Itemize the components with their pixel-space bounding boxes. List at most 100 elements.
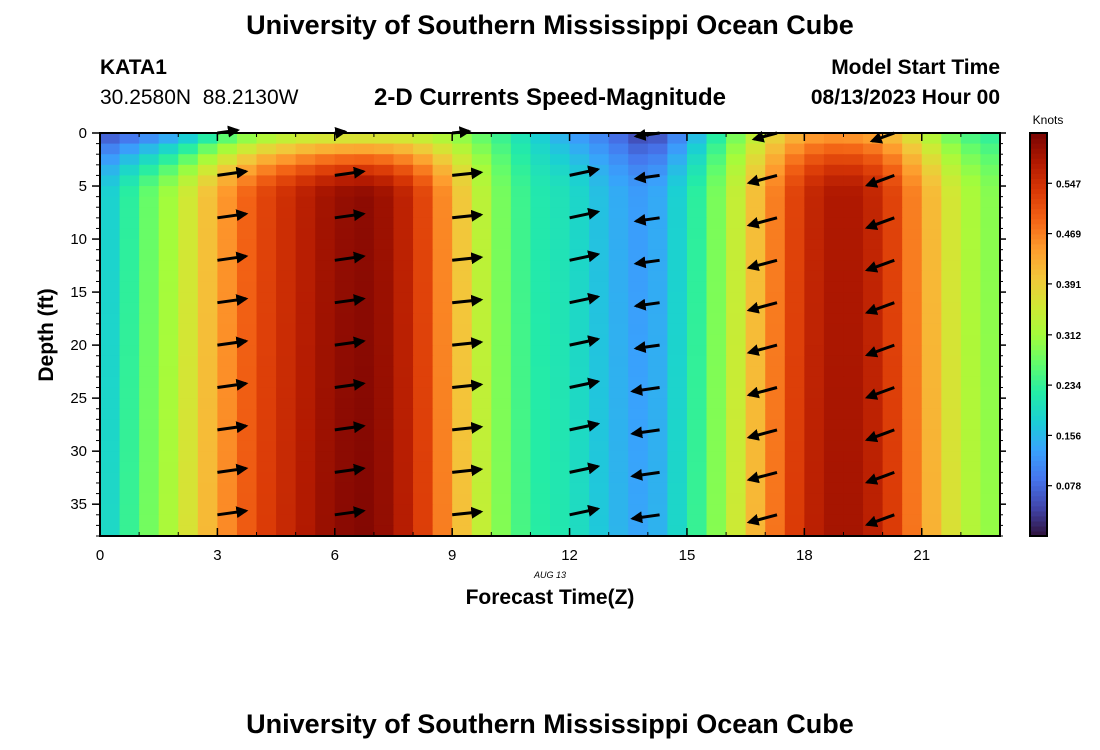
- heatmap-cell: [686, 239, 708, 251]
- heatmap-cell: [178, 164, 199, 177]
- heatmap-cell: [550, 345, 571, 357]
- heatmap-cell: [413, 451, 434, 463]
- heatmap-cell: [530, 323, 551, 336]
- heatmap-cell: [178, 143, 199, 155]
- heatmap-cell: [393, 408, 414, 420]
- heatmap-cell: [706, 196, 727, 208]
- heatmap-cell: [158, 472, 179, 484]
- heatmap-cell: [765, 419, 786, 431]
- heatmap-cell: [530, 419, 551, 431]
- heatmap-cell: [276, 440, 297, 452]
- heatmap-cell: [236, 228, 258, 240]
- heatmap-cell: [295, 451, 316, 463]
- heatmap-cell: [784, 260, 805, 272]
- heatmap-cell: [823, 461, 845, 473]
- current-vector: [864, 343, 895, 358]
- heatmap-cell: [902, 504, 923, 516]
- heatmap-cell: [647, 472, 668, 484]
- heatmap-cell: [882, 334, 903, 346]
- heatmap-cell: [295, 387, 316, 399]
- heatmap-cell: [256, 387, 277, 399]
- heatmap-cell: [452, 504, 473, 516]
- heatmap-cell: [393, 196, 414, 208]
- heatmap-cell: [902, 239, 923, 251]
- heatmap-cell: [354, 504, 375, 516]
- heatmap-cell: [334, 482, 355, 495]
- heatmap-cell: [236, 249, 258, 261]
- heatmap-cell: [686, 514, 708, 526]
- heatmap-cell: [960, 525, 982, 537]
- heatmap-cell: [902, 175, 923, 187]
- colorbar-segment: [1030, 520, 1047, 527]
- heatmap-cell: [295, 493, 316, 505]
- heatmap-cell: [471, 302, 492, 314]
- heatmap-cell: [530, 398, 551, 410]
- model-start-label: Model Start Time: [831, 56, 1000, 79]
- heatmap-cell: [452, 398, 473, 410]
- heatmap-cell: [628, 451, 649, 463]
- heatmap-cell: [452, 493, 473, 505]
- heatmap-cell: [315, 514, 336, 526]
- heatmap-cell: [941, 355, 962, 367]
- heatmap-cell: [823, 207, 845, 219]
- heatmap-cell: [941, 260, 962, 272]
- heatmap-cell: [706, 270, 727, 283]
- heatmap-cell: [393, 228, 414, 240]
- heatmap-cell: [413, 207, 434, 219]
- heatmap-cell: [902, 186, 923, 198]
- heatmap-cell: [178, 461, 199, 473]
- heatmap-cell: [647, 313, 668, 325]
- heatmap-cell: [256, 376, 277, 389]
- heatmap-cell: [158, 164, 179, 177]
- heatmap-cell: [706, 302, 727, 314]
- heatmap-cell: [765, 408, 786, 420]
- heatmap-cell: [334, 186, 355, 198]
- heatmap-cell: [960, 154, 982, 166]
- heatmap-cell: [980, 482, 1001, 495]
- heatmap-cell: [432, 292, 453, 304]
- current-vector: [452, 209, 484, 222]
- heatmap-cell: [569, 504, 590, 516]
- heatmap-cell: [960, 207, 982, 219]
- heatmap-cell: [256, 313, 277, 325]
- heatmap-cell: [628, 323, 649, 336]
- heatmap-cell: [589, 345, 610, 357]
- heatmap-cell: [921, 451, 942, 463]
- heatmap-cell: [980, 525, 1001, 537]
- heatmap-cell: [393, 249, 414, 261]
- heatmap-cell: [158, 313, 179, 325]
- heatmap-cell: [236, 313, 258, 325]
- heatmap-cell: [452, 345, 473, 357]
- heatmap-cell: [686, 186, 708, 198]
- heatmap-cell: [393, 514, 414, 526]
- heatmap-cell: [960, 345, 982, 357]
- heatmap-cell: [158, 493, 179, 505]
- current-vector: [452, 337, 484, 350]
- colorbar-segment: [1030, 294, 1047, 300]
- heatmap-cell: [647, 355, 668, 367]
- heatmap-cell: [784, 387, 805, 399]
- heatmap-cell: [686, 281, 708, 293]
- heatmap-cell: [197, 302, 218, 314]
- heatmap-cell: [902, 376, 923, 389]
- heatmap-cell: [158, 143, 179, 155]
- heatmap-cell: [667, 419, 688, 431]
- heatmap-cell: [784, 217, 805, 230]
- heatmap-cell: [510, 419, 532, 431]
- heatmap-cell: [217, 334, 238, 346]
- heatmap-cell: [902, 366, 923, 378]
- heatmap-cell: [902, 461, 923, 473]
- heatmap-cell: [921, 345, 942, 357]
- heatmap-cell: [784, 461, 805, 473]
- heatmap-cell: [726, 525, 747, 537]
- heatmap-cell: [295, 355, 316, 367]
- current-vector: [633, 213, 660, 226]
- colorbar-segment: [1030, 505, 1047, 512]
- heatmap-cell: [941, 143, 962, 155]
- heatmap-cell: [784, 239, 805, 251]
- heatmap-cell: [334, 387, 355, 399]
- heatmap-cell: [452, 387, 473, 399]
- heatmap-cell: [432, 249, 453, 261]
- heatmap-cell: [745, 461, 766, 473]
- heatmap-cell: [550, 228, 571, 240]
